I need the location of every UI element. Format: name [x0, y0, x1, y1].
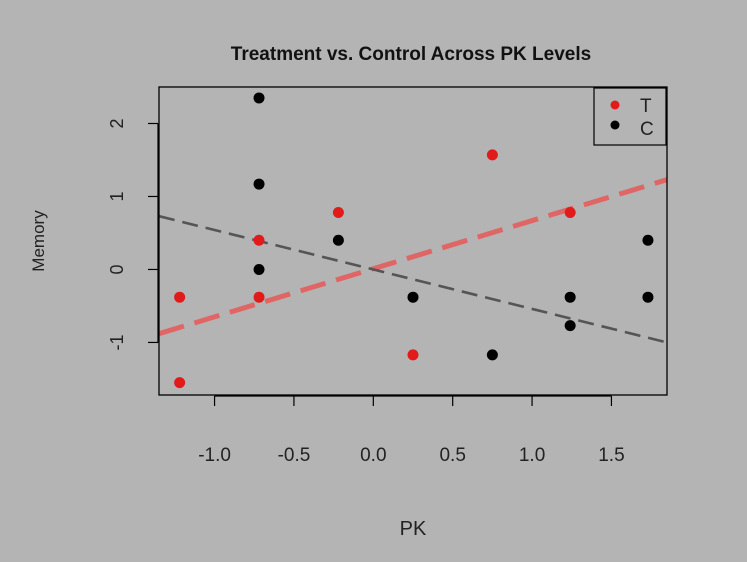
trend-lines [158, 177, 668, 344]
x-tick-label: -0.5 [278, 445, 311, 466]
data-point-c-7 [564, 320, 576, 332]
legend-label-control: C [640, 119, 654, 140]
x-tick-label: 0.5 [439, 445, 465, 466]
data-point-t-4 [332, 207, 344, 219]
data-points [174, 92, 654, 389]
y-tick-label: -1 [107, 334, 127, 350]
trend-line-t [158, 177, 668, 337]
plot-area [158, 86, 668, 396]
legend-marker-treatment [610, 100, 620, 110]
data-point-c-3 [332, 234, 344, 246]
data-point-c-6 [564, 291, 576, 303]
x-axis-label: PK [400, 518, 427, 540]
legend: T C [593, 87, 667, 146]
chart-title: Treatment vs. Control Across PK Levels [231, 44, 591, 65]
data-point-c-0 [253, 92, 265, 104]
plot-frame [158, 86, 668, 396]
data-point-c-5 [486, 349, 498, 361]
data-point-c-1 [253, 178, 265, 190]
data-point-c-9 [642, 291, 654, 303]
data-point-t-5 [407, 349, 419, 361]
y-axis-label: Memory [29, 210, 48, 272]
trend-line-c [158, 214, 668, 344]
x-tick-label: -1.0 [198, 445, 231, 466]
data-point-t-2 [253, 234, 265, 246]
data-point-t-6 [486, 149, 498, 161]
legend-marker-control [610, 120, 620, 130]
y-tick-label: 2 [107, 118, 127, 128]
data-point-c-4 [407, 291, 419, 303]
y-tick-label: 1 [107, 191, 127, 201]
x-axis: -1.0 -0.5 0.0 0.5 1.0 1.5 [198, 395, 625, 466]
data-point-t-1 [174, 377, 186, 389]
data-point-t-7 [564, 207, 576, 219]
data-point-t-0 [174, 291, 186, 303]
y-tick-label: 0 [107, 264, 127, 274]
x-tick-label: 0.0 [360, 445, 386, 466]
data-point-c-8 [642, 234, 654, 246]
data-point-t-3 [253, 291, 265, 303]
x-tick-label: 1.0 [519, 445, 545, 466]
legend-label-treatment: T [640, 96, 652, 117]
legend-box [593, 87, 667, 146]
x-tick-label: 1.5 [598, 445, 624, 466]
y-axis: -1 0 1 2 [107, 118, 159, 350]
data-point-c-2 [253, 263, 265, 275]
